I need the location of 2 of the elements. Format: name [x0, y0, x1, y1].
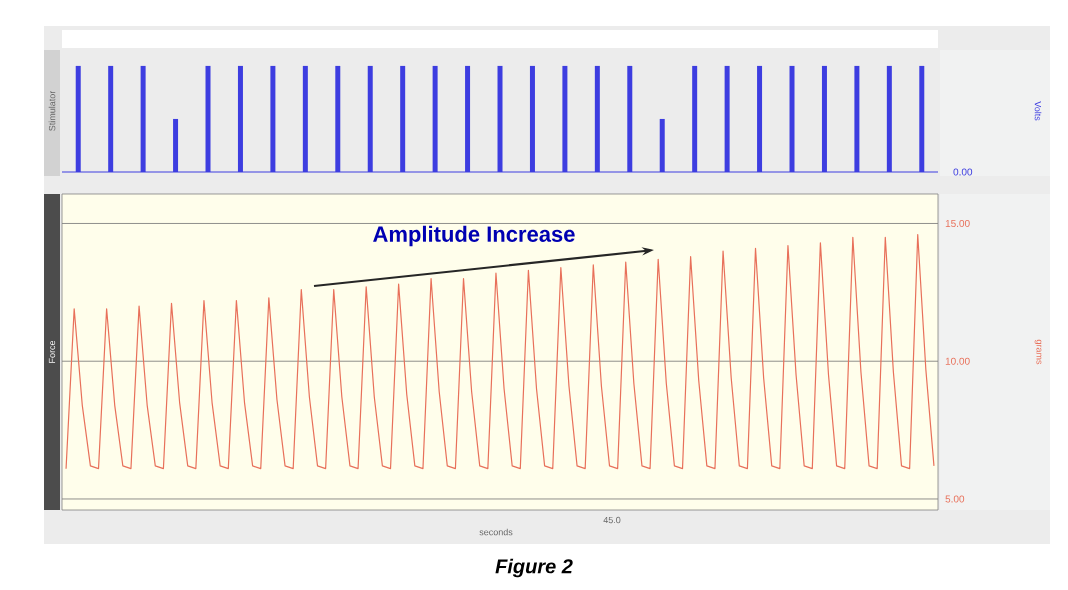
- caption: Figure 2: [495, 558, 573, 578]
- annotation: Amplitude Increase: [373, 225, 575, 247]
